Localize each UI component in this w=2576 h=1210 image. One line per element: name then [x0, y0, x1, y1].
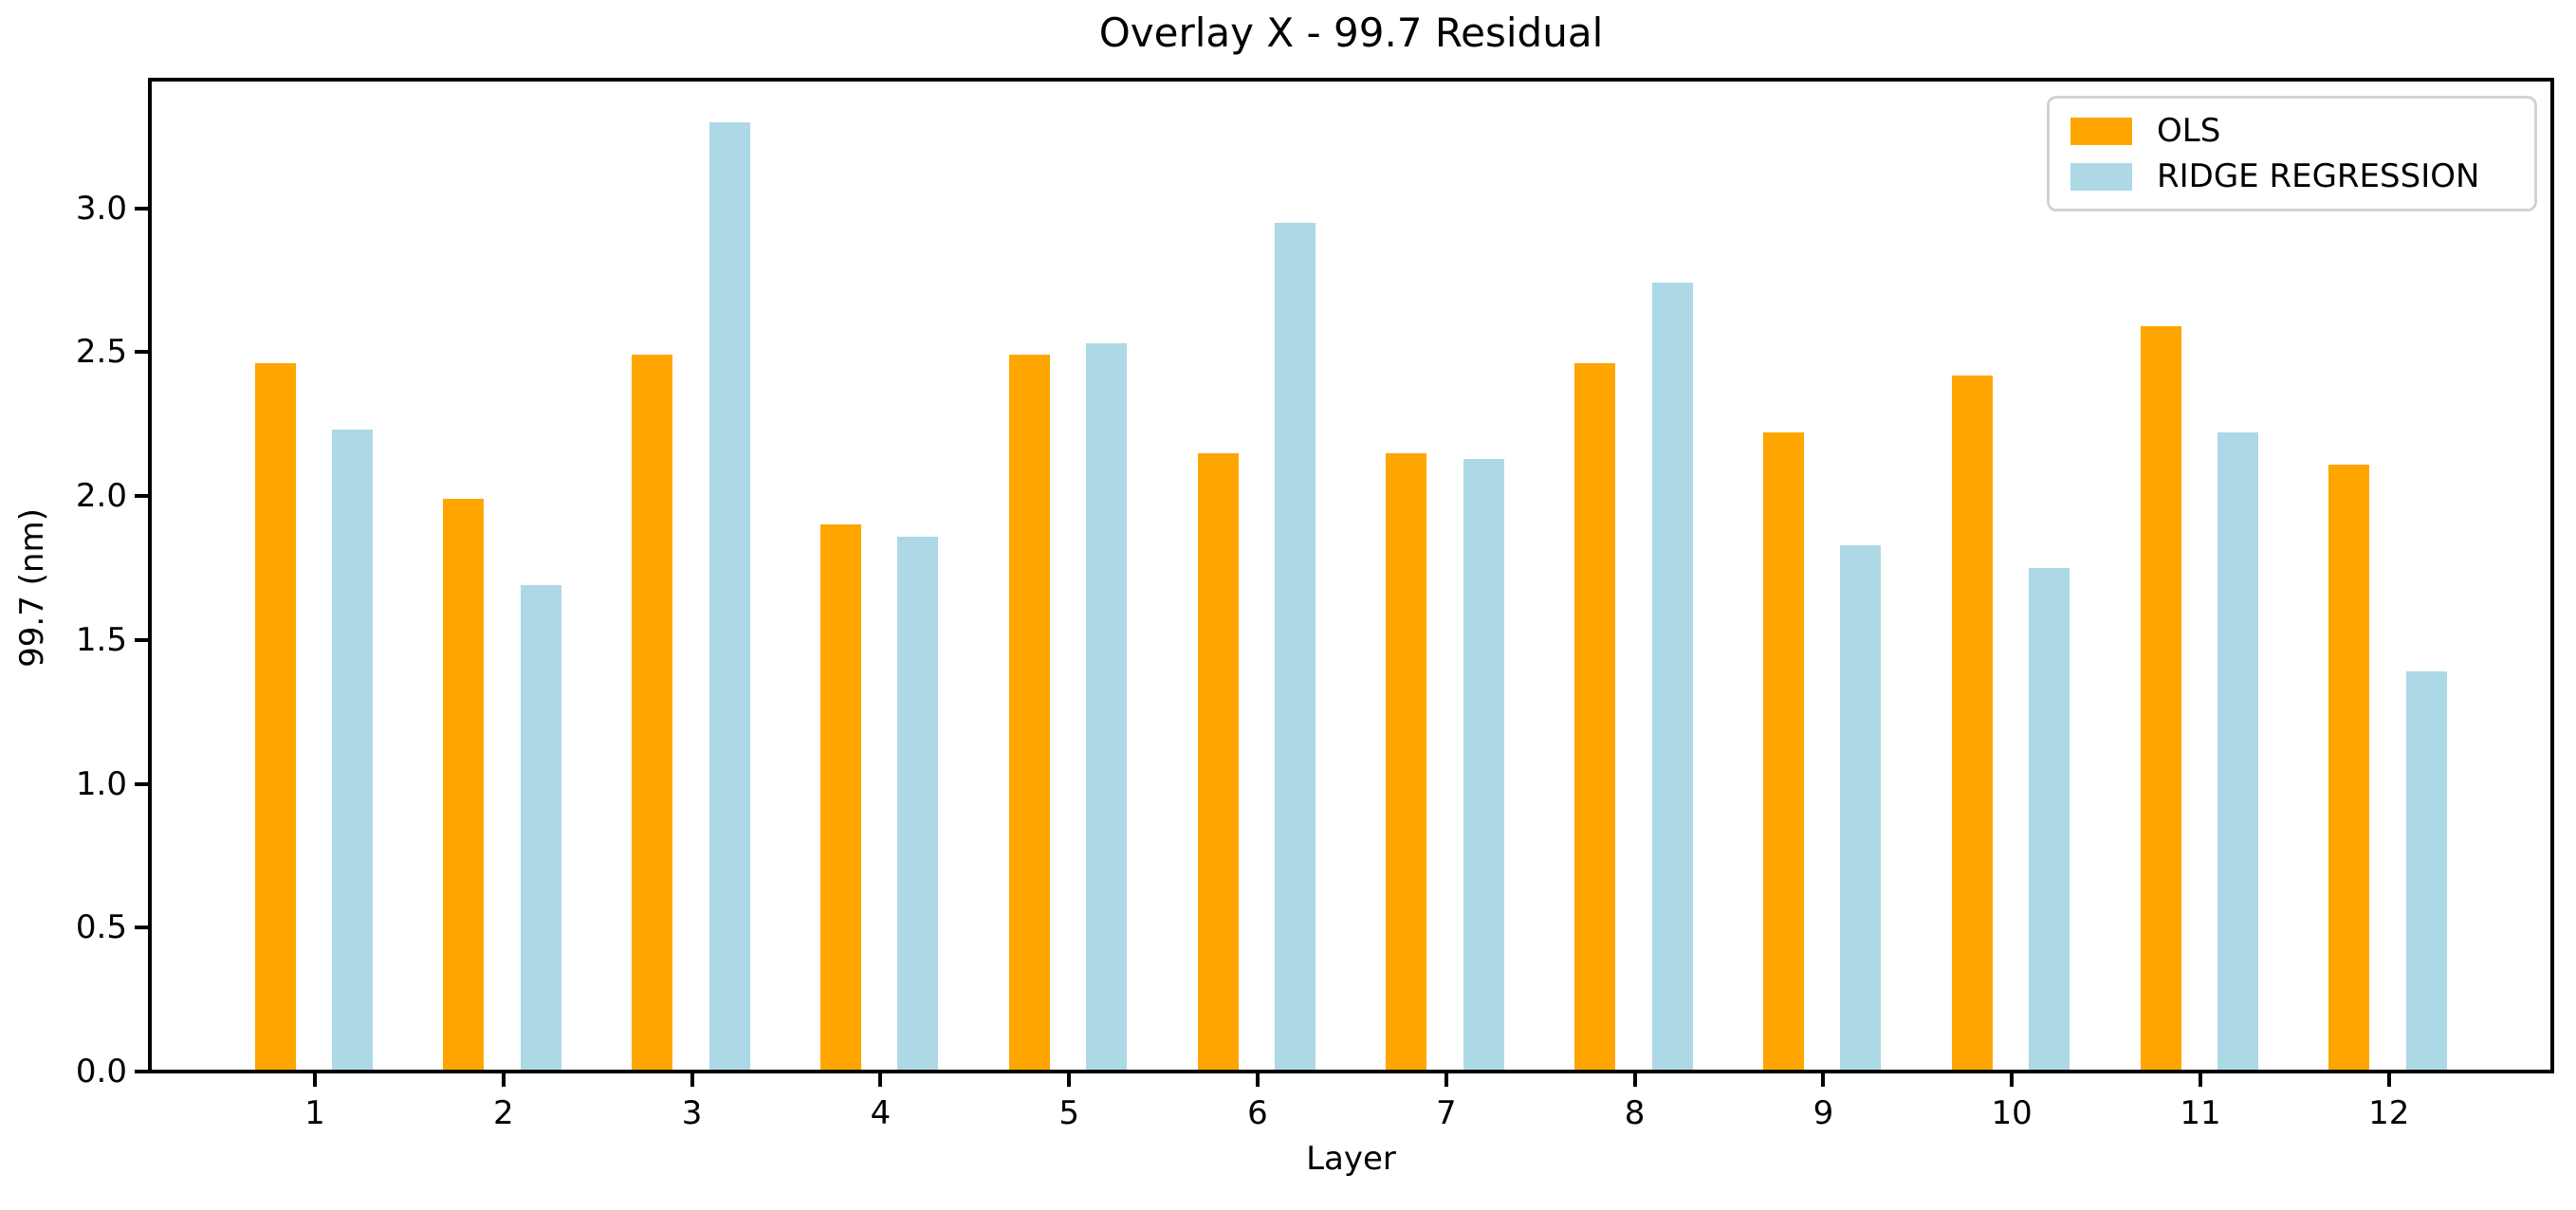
- bar-ridge-regression-layer-12: [2405, 671, 2447, 1072]
- x-tick-label: 8: [1624, 1094, 1646, 1132]
- legend-label-ridge-regression: RIDGE REGRESSION: [2157, 157, 2480, 195]
- bar-ols-layer-3: [632, 355, 673, 1072]
- y-tick-label: 1.0: [75, 764, 127, 803]
- bar-ridge-regression-layer-8: [1651, 283, 1693, 1072]
- x-tick: [1256, 1073, 1260, 1087]
- x-tick-label: 2: [492, 1094, 514, 1132]
- bar-ols-layer-6: [1197, 452, 1239, 1072]
- x-tick: [1444, 1073, 1448, 1087]
- chart-title: Overlay X - 99.7 Residual: [1098, 9, 1604, 56]
- legend-swatch-ridge-regression-icon: [2070, 162, 2132, 191]
- x-tick-label: 9: [1812, 1094, 1834, 1132]
- plot-area: [148, 78, 2554, 1073]
- y-tick-label: 2.5: [75, 333, 127, 372]
- x-tick-label: 6: [1247, 1094, 1268, 1132]
- bar-ols-layer-10: [1951, 375, 1993, 1072]
- legend-label-ols: OLS: [2157, 112, 2221, 150]
- y-tick-label: 1.5: [75, 620, 127, 659]
- x-tick-label: 12: [2368, 1094, 2410, 1132]
- bar-ridge-regression-layer-4: [897, 536, 939, 1072]
- bar-ols-layer-12: [2328, 464, 2370, 1072]
- y-tick: [135, 637, 148, 642]
- bar-ridge-regression-layer-9: [1840, 544, 1882, 1072]
- x-tick-label: 11: [2180, 1094, 2221, 1132]
- x-tick-label: 10: [1991, 1094, 2033, 1132]
- bar-ridge-regression-layer-6: [1275, 222, 1316, 1072]
- y-axis-label: 99.7 (nm): [13, 508, 51, 668]
- bar-ols-layer-2: [443, 499, 485, 1072]
- legend-row-ols: OLS: [2070, 114, 2534, 148]
- bar-ols-layer-4: [819, 524, 861, 1072]
- y-tick: [135, 926, 148, 930]
- x-tick: [690, 1073, 694, 1087]
- legend-swatch-ols-icon: [2070, 117, 2132, 145]
- x-tick: [2010, 1073, 2015, 1087]
- x-tick-label: 7: [1435, 1094, 1457, 1132]
- x-tick: [2386, 1073, 2391, 1087]
- x-axis-label: Layer: [1306, 1140, 1396, 1178]
- bar-ols-layer-1: [254, 363, 296, 1072]
- x-tick: [2199, 1073, 2202, 1087]
- x-tick: [878, 1073, 883, 1087]
- bar-ridge-regression-layer-11: [2217, 432, 2258, 1072]
- legend-row-ridge-regression: RIDGE REGRESSION: [2070, 159, 2534, 193]
- bar-ridge-regression-layer-3: [708, 121, 750, 1072]
- x-tick: [1821, 1073, 1826, 1087]
- x-tick-label: 4: [870, 1094, 892, 1132]
- bar-ols-layer-8: [1574, 363, 1616, 1072]
- bar-ols-layer-11: [2140, 326, 2181, 1072]
- x-tick-label: 5: [1058, 1094, 1079, 1132]
- bar-ridge-regression-layer-2: [520, 585, 561, 1072]
- y-tick-label: 2.0: [75, 477, 127, 516]
- y-tick: [135, 206, 148, 211]
- y-tick-label: 0.5: [75, 908, 127, 947]
- y-tick: [135, 1070, 148, 1073]
- x-tick: [313, 1073, 317, 1087]
- bar-ols-layer-9: [1762, 432, 1804, 1072]
- y-tick: [135, 350, 148, 355]
- y-tick: [135, 781, 148, 786]
- y-tick-label: 0.0: [75, 1053, 127, 1091]
- x-tick-label: 1: [304, 1094, 325, 1132]
- legend: OLS RIDGE REGRESSION: [2047, 96, 2537, 211]
- x-tick: [501, 1073, 506, 1087]
- bar-ridge-regression-layer-5: [1086, 343, 1128, 1072]
- x-tick-label: 3: [681, 1094, 703, 1132]
- y-tick-label: 3.0: [75, 189, 127, 228]
- x-tick: [1067, 1073, 1072, 1087]
- bar-ridge-regression-layer-7: [1463, 458, 1504, 1072]
- y-tick: [135, 494, 148, 499]
- x-tick: [1632, 1073, 1637, 1087]
- bar-ridge-regression-layer-10: [2029, 567, 2070, 1072]
- bar-ridge-regression-layer-1: [332, 430, 373, 1072]
- bar-ols-layer-7: [1386, 452, 1427, 1072]
- bar-ols-layer-5: [1008, 355, 1050, 1072]
